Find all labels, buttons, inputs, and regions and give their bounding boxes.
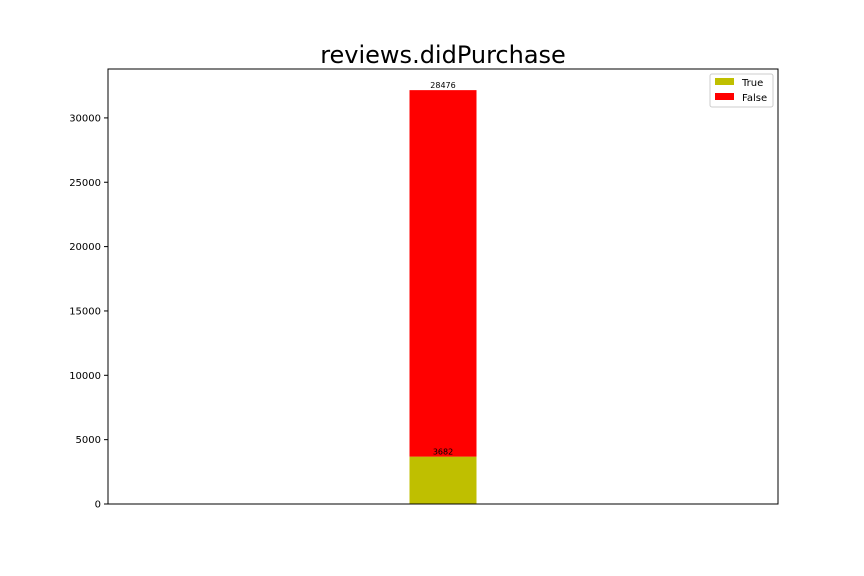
chart-title: reviews.didPurchase bbox=[320, 41, 566, 69]
data-labels: 3682 28476 bbox=[430, 81, 455, 456]
y-tick-label: 10000 bbox=[69, 371, 101, 382]
bars bbox=[409, 90, 477, 504]
y-tick-label: 5000 bbox=[76, 435, 101, 446]
plot-area: 3682 28476 0 5000 10000 15000 20000 25000 30000 bbox=[69, 68, 779, 511]
bar-segment-true bbox=[409, 456, 477, 504]
plot-frame bbox=[107, 68, 779, 505]
legend-label-true: True bbox=[741, 78, 763, 89]
legend: True False bbox=[709, 73, 774, 108]
legend-swatch-false bbox=[715, 93, 734, 100]
legend-label-false: False bbox=[742, 93, 767, 104]
y-tick-label: 25000 bbox=[69, 178, 101, 189]
data-label-true: 3682 bbox=[433, 448, 453, 457]
y-tick-label: 0 bbox=[95, 500, 101, 511]
legend-swatch-true bbox=[715, 78, 734, 85]
y-axis-ticks: 0 5000 10000 15000 20000 25000 30000 bbox=[69, 113, 108, 511]
bar-segment-false bbox=[409, 90, 477, 457]
data-label-false: 28476 bbox=[430, 81, 455, 90]
y-tick-label: 20000 bbox=[69, 242, 101, 253]
y-tick-label: 15000 bbox=[69, 306, 101, 317]
y-tick-label: 30000 bbox=[69, 113, 101, 124]
